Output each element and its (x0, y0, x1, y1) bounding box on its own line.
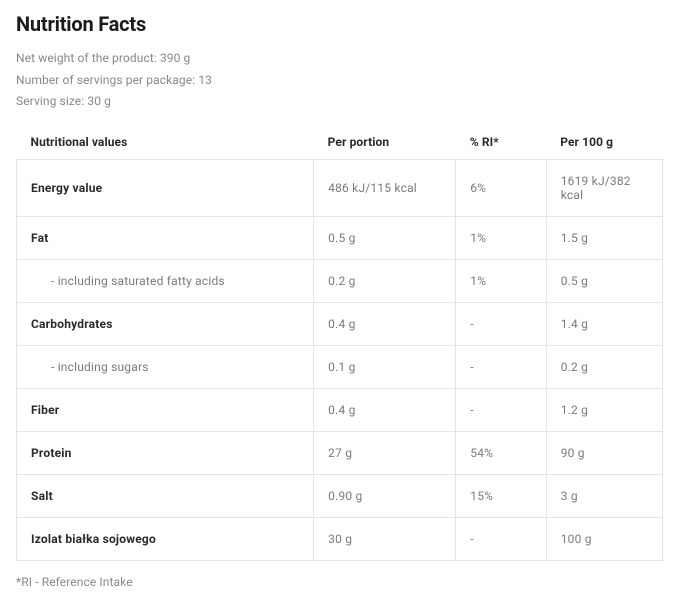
table-row: Carbohydrates0.4 g-1.4 g (17, 302, 663, 345)
table-row: - including saturated fatty acids0.2 g1%… (17, 259, 663, 302)
table-row: Fiber0.4 g-1.2 g (17, 388, 663, 431)
table-row: Izolat białka sojowego30 g-100 g (17, 517, 663, 560)
cell-per100g: 100 g (546, 517, 662, 560)
col-header-ri: % RI* (456, 125, 546, 160)
cell-ri: 1% (456, 216, 546, 259)
footnote: *RI - Reference Intake (16, 575, 663, 589)
cell-name: - including sugars (17, 345, 314, 388)
cell-portion: 30 g (314, 517, 456, 560)
cell-per100g: 0.5 g (546, 259, 662, 302)
cell-portion: 0.90 g (314, 474, 456, 517)
cell-per100g: 90 g (546, 431, 662, 474)
cell-ri: - (456, 388, 546, 431)
cell-name: Izolat białka sojowego (17, 517, 314, 560)
cell-portion: 486 kJ/115 kcal (314, 159, 456, 216)
cell-name: Energy value (17, 159, 314, 216)
cell-ri: - (456, 302, 546, 345)
col-header-portion: Per portion (314, 125, 456, 160)
cell-portion: 0.4 g (314, 302, 456, 345)
page-title: Nutrition Facts (16, 12, 663, 36)
cell-portion: 0.5 g (314, 216, 456, 259)
table-row: Protein27 g54%90 g (17, 431, 663, 474)
cell-name: Salt (17, 474, 314, 517)
table-row: Fat0.5 g1%1.5 g (17, 216, 663, 259)
col-header-name: Nutritional values (17, 125, 314, 160)
cell-ri: 15% (456, 474, 546, 517)
cell-portion: 27 g (314, 431, 456, 474)
cell-per100g: 1619 kJ/382 kcal (546, 159, 662, 216)
cell-name: Fiber (17, 388, 314, 431)
table-row: Salt0.90 g15%3 g (17, 474, 663, 517)
meta-serving-size: Serving size: 30 g (16, 91, 663, 113)
cell-ri: 6% (456, 159, 546, 216)
meta-net-weight: Net weight of the product: 390 g (16, 48, 663, 70)
col-header-per100g: Per 100 g (546, 125, 662, 160)
cell-ri: 54% (456, 431, 546, 474)
cell-name: Fat (17, 216, 314, 259)
table-header-row: Nutritional values Per portion % RI* Per… (17, 125, 663, 160)
cell-portion: 0.2 g (314, 259, 456, 302)
cell-ri: - (456, 517, 546, 560)
cell-per100g: 3 g (546, 474, 662, 517)
meta-servings: Number of servings per package: 13 (16, 70, 663, 92)
cell-per100g: 0.2 g (546, 345, 662, 388)
cell-ri: 1% (456, 259, 546, 302)
cell-name: Protein (17, 431, 314, 474)
cell-name: Carbohydrates (17, 302, 314, 345)
cell-per100g: 1.2 g (546, 388, 662, 431)
nutrition-table: Nutritional values Per portion % RI* Per… (16, 125, 663, 561)
cell-ri: - (456, 345, 546, 388)
meta-block: Net weight of the product: 390 g Number … (16, 48, 663, 113)
cell-name: - including saturated fatty acids (17, 259, 314, 302)
table-row: Energy value486 kJ/115 kcal6%1619 kJ/382… (17, 159, 663, 216)
cell-per100g: 1.5 g (546, 216, 662, 259)
cell-portion: 0.4 g (314, 388, 456, 431)
cell-per100g: 1.4 g (546, 302, 662, 345)
table-row: - including sugars0.1 g-0.2 g (17, 345, 663, 388)
cell-portion: 0.1 g (314, 345, 456, 388)
